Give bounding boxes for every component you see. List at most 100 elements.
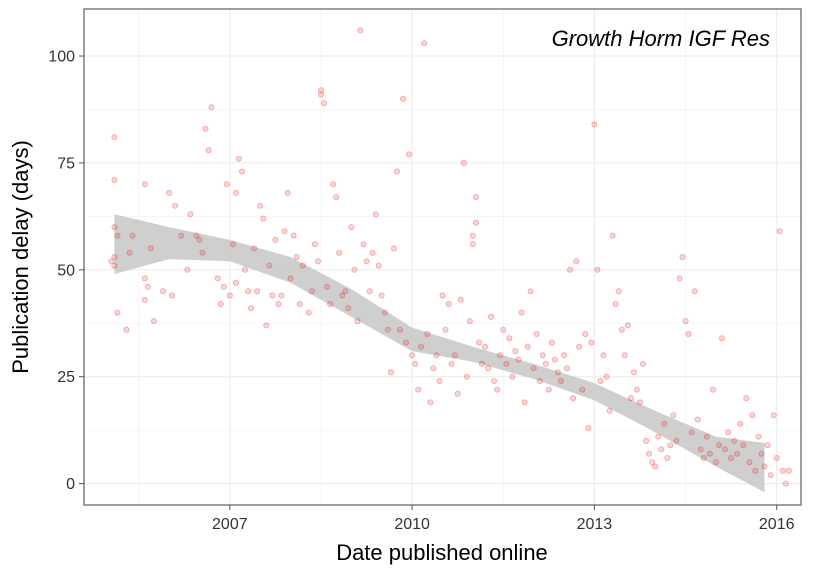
data-point xyxy=(111,176,118,183)
data-point xyxy=(299,262,306,269)
data-point xyxy=(521,399,528,406)
data-point xyxy=(457,296,464,303)
data-point xyxy=(308,288,315,295)
data-point xyxy=(728,454,735,461)
data-point xyxy=(658,446,665,453)
data-point xyxy=(269,292,276,299)
data-point xyxy=(594,266,601,273)
data-point xyxy=(351,266,358,273)
data-point xyxy=(466,318,473,325)
data-point xyxy=(746,459,753,466)
data-point xyxy=(478,360,485,367)
y-tick-label: 0 xyxy=(66,476,75,493)
data-point xyxy=(530,365,537,372)
data-point xyxy=(396,326,403,333)
data-point xyxy=(421,40,428,47)
data-point xyxy=(114,232,121,239)
data-point xyxy=(752,467,759,474)
data-point xyxy=(126,249,133,256)
data-point xyxy=(494,386,501,393)
data-point xyxy=(342,288,349,295)
data-point xyxy=(709,386,716,393)
data-point xyxy=(406,151,413,158)
data-point xyxy=(630,369,637,376)
data-point xyxy=(147,245,154,252)
data-point xyxy=(141,275,148,282)
data-point xyxy=(469,232,476,239)
data-point xyxy=(722,446,729,453)
data-point xyxy=(485,365,492,372)
data-point xyxy=(716,442,723,449)
data-point xyxy=(643,437,650,444)
data-point xyxy=(412,360,419,367)
data-point xyxy=(536,377,543,384)
data-point xyxy=(664,454,671,461)
data-point xyxy=(169,292,176,299)
data-point xyxy=(652,463,659,470)
data-point xyxy=(667,442,674,449)
data-point xyxy=(688,429,695,436)
data-point xyxy=(339,292,346,299)
x-tick-label: 2016 xyxy=(759,516,795,533)
data-point xyxy=(232,189,239,196)
data-point xyxy=(287,275,294,282)
data-point xyxy=(661,420,668,427)
data-point xyxy=(327,300,334,307)
data-point xyxy=(649,459,656,466)
data-point xyxy=(217,300,224,307)
data-point xyxy=(785,467,792,474)
data-point xyxy=(582,330,589,337)
data-point xyxy=(202,125,209,132)
data-point xyxy=(111,224,118,231)
data-point xyxy=(260,215,267,222)
data-point xyxy=(178,232,185,239)
data-point xyxy=(776,228,783,235)
data-point xyxy=(229,241,236,248)
data-point xyxy=(187,211,194,218)
data-point xyxy=(567,266,574,273)
data-point xyxy=(682,318,689,325)
y-tick-label: 50 xyxy=(57,262,75,279)
data-point xyxy=(551,356,558,363)
data-point xyxy=(606,407,613,414)
data-point xyxy=(223,181,230,188)
data-point xyxy=(238,168,245,175)
data-point xyxy=(539,352,546,359)
data-point xyxy=(451,352,458,359)
data-point xyxy=(573,258,580,265)
data-point xyxy=(670,412,677,419)
data-point xyxy=(500,326,507,333)
data-point xyxy=(333,194,340,201)
data-point xyxy=(384,326,391,333)
data-point xyxy=(579,386,586,393)
data-point xyxy=(591,121,598,128)
data-point xyxy=(317,91,324,98)
data-point xyxy=(685,330,692,337)
data-point xyxy=(430,365,437,372)
data-point xyxy=(159,288,166,295)
data-point xyxy=(558,377,565,384)
y-tick-label: 75 xyxy=(57,155,75,172)
data-point xyxy=(469,241,476,248)
data-point xyxy=(205,147,212,154)
data-point xyxy=(472,219,479,226)
data-point xyxy=(141,181,148,188)
data-point xyxy=(369,249,376,256)
data-point xyxy=(290,232,297,239)
y-axis-ticks: 0 25 50 75 100 xyxy=(48,49,84,493)
data-point xyxy=(655,433,662,440)
data-point xyxy=(378,292,385,299)
data-point xyxy=(603,373,610,380)
data-point xyxy=(108,258,115,265)
data-point xyxy=(317,87,324,94)
data-point xyxy=(767,472,774,479)
data-point xyxy=(354,318,361,325)
data-point xyxy=(257,202,264,209)
data-point xyxy=(609,232,616,239)
data-point xyxy=(393,168,400,175)
data-point xyxy=(436,377,443,384)
data-point xyxy=(700,454,707,461)
data-point xyxy=(679,253,686,260)
data-point xyxy=(166,189,173,196)
